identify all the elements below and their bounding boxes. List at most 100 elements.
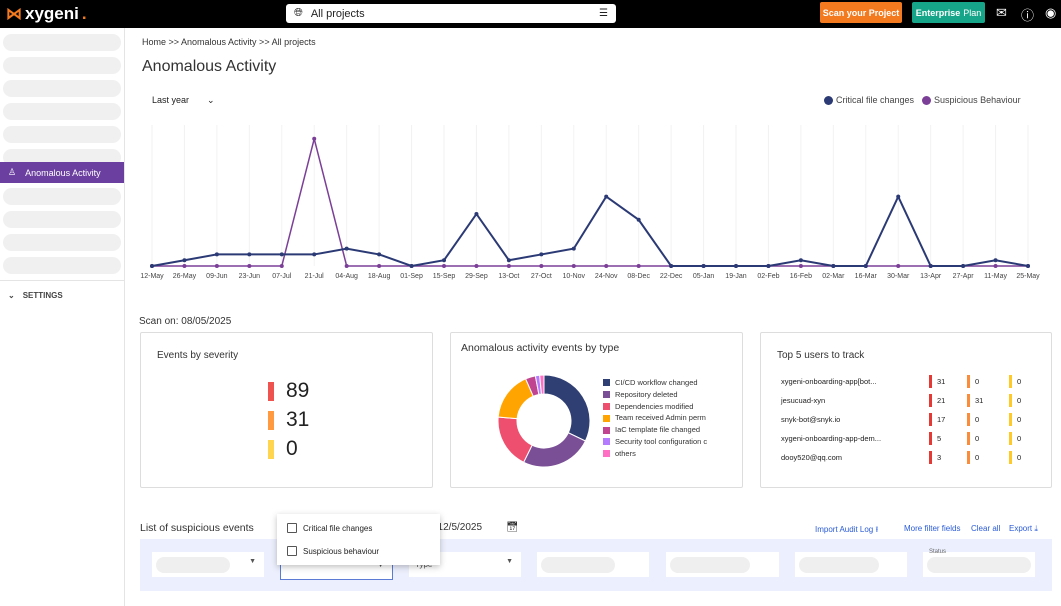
- data-point[interactable]: [798, 264, 803, 268]
- data-point[interactable]: [734, 264, 738, 268]
- data-point[interactable]: [928, 264, 933, 268]
- data-point[interactable]: [798, 258, 803, 263]
- help-icon[interactable]: ⓘ: [1021, 8, 1035, 23]
- scan-project-button[interactable]: Scan your Project: [820, 2, 902, 23]
- sidebar-item[interactable]: [3, 103, 121, 120]
- legend-item[interactable]: Repository deleted: [603, 389, 708, 401]
- data-point[interactable]: [279, 264, 284, 268]
- sidebar-item[interactable]: [3, 57, 121, 74]
- enterprise-plan-button[interactable]: Enterprise Plan: [912, 2, 985, 23]
- export-link[interactable]: Export ⤓: [1009, 524, 1038, 533]
- sidebar-item[interactable]: [3, 188, 121, 205]
- user-icon[interactable]: ◉: [1045, 5, 1057, 20]
- legend-item[interactable]: Security tool configuration c: [603, 436, 708, 448]
- donut-slice[interactable]: [497, 416, 533, 463]
- data-point[interactable]: [571, 264, 576, 268]
- data-point[interactable]: [344, 246, 349, 251]
- data-point[interactable]: [896, 264, 901, 268]
- data-point[interactable]: [636, 217, 641, 222]
- sidebar-item[interactable]: [3, 211, 121, 228]
- data-point[interactable]: [344, 264, 349, 268]
- range-select[interactable]: Last year ⌄: [152, 95, 215, 105]
- breadcrumb[interactable]: Home >> Anomalous Activity >> All projec…: [142, 37, 316, 47]
- option-suspicious-behaviour[interactable]: Suspicious behaviour: [287, 546, 379, 556]
- filter-icon[interactable]: ☰: [599, 8, 608, 19]
- data-point[interactable]: [539, 264, 544, 268]
- data-point[interactable]: [279, 252, 284, 257]
- data-point[interactable]: [247, 264, 252, 268]
- import-audit-log-link[interactable]: Import Audit Log ⭱: [815, 525, 879, 534]
- data-point[interactable]: [182, 264, 187, 268]
- legend-critical[interactable]: Critical file changes: [824, 95, 914, 106]
- data-point[interactable]: [247, 252, 252, 257]
- data-point[interactable]: [571, 246, 576, 251]
- data-point[interactable]: [604, 264, 609, 268]
- data-point[interactable]: [377, 252, 382, 257]
- sidebar-item[interactable]: [3, 34, 121, 51]
- data-point[interactable]: [474, 264, 479, 268]
- data-point[interactable]: [214, 264, 219, 268]
- user-row[interactable]: dooy520@qq.com 3 0 0: [781, 451, 1041, 465]
- user-row[interactable]: jesucuad-xyn 21 31 0: [781, 394, 1041, 408]
- data-point[interactable]: [312, 136, 317, 141]
- legend-item[interactable]: Team received Admin perm: [603, 412, 708, 424]
- data-point[interactable]: [474, 211, 479, 216]
- data-point[interactable]: [539, 252, 544, 257]
- data-point[interactable]: [214, 252, 219, 257]
- option-critical-file-changes[interactable]: Critical file changes: [287, 523, 372, 533]
- calendar-icon[interactable]: 📅︎: [506, 522, 519, 533]
- filter-field[interactable]: [537, 552, 649, 577]
- sidebar-item-anomalous-activity[interactable]: ♙ Anomalous Activity: [0, 162, 124, 183]
- data-point[interactable]: [604, 194, 609, 199]
- data-point[interactable]: [896, 194, 901, 199]
- data-point[interactable]: [506, 264, 511, 268]
- logo[interactable]: ⋈ xygeni.: [6, 4, 87, 23]
- user-row[interactable]: snyk-bot@snyk.io 17 0 0: [781, 413, 1041, 427]
- data-point[interactable]: [863, 264, 868, 268]
- filter-field[interactable]: [666, 552, 779, 577]
- user-row[interactable]: xygeni-onboarding-app[bot... 31 0 0: [781, 375, 1041, 389]
- legend-suspicious[interactable]: Suspicious Behaviour: [922, 95, 1021, 106]
- donut-slice[interactable]: [543, 374, 591, 442]
- more-filter-fields-link[interactable]: More filter fields: [904, 524, 961, 533]
- donut-slice[interactable]: [522, 432, 587, 468]
- project-selector[interactable]: 🌐︎ All projects ☰: [286, 4, 616, 23]
- checkbox[interactable]: [287, 546, 297, 556]
- data-point[interactable]: [442, 258, 446, 263]
- clear-all-link[interactable]: Clear all: [971, 524, 1001, 533]
- data-point[interactable]: [766, 264, 771, 268]
- sidebar-item[interactable]: [3, 149, 121, 166]
- mail-icon[interactable]: ✉: [996, 5, 1007, 20]
- data-point[interactable]: [701, 264, 706, 268]
- data-point[interactable]: [312, 252, 317, 257]
- sidebar-item[interactable]: [3, 257, 121, 274]
- legend-item[interactable]: IaC template file changed: [603, 424, 708, 436]
- filter-field[interactable]: [795, 552, 907, 577]
- legend-item[interactable]: CI/CD workflow changed: [603, 377, 708, 389]
- data-point[interactable]: [669, 264, 674, 268]
- sidebar-item[interactable]: [3, 234, 121, 251]
- donut-slice[interactable]: [539, 374, 545, 395]
- sidebar-item[interactable]: [3, 126, 121, 143]
- data-point[interactable]: [993, 258, 998, 263]
- date-filter[interactable]: : 12/5/2025 📅︎: [432, 522, 519, 533]
- data-point[interactable]: [831, 264, 836, 268]
- status-filter[interactable]: Status: [923, 549, 1035, 577]
- data-point[interactable]: [150, 264, 154, 268]
- data-point[interactable]: [377, 264, 382, 268]
- sidebar-item[interactable]: [3, 80, 121, 97]
- legend-item[interactable]: Dependencies modified: [603, 401, 708, 413]
- checkbox[interactable]: [287, 523, 297, 533]
- data-point[interactable]: [636, 264, 641, 268]
- data-point[interactable]: [182, 258, 187, 263]
- data-point[interactable]: [961, 264, 966, 268]
- data-point[interactable]: [993, 264, 998, 268]
- data-point[interactable]: [506, 258, 511, 263]
- data-point[interactable]: [409, 264, 414, 268]
- legend-item[interactable]: others: [603, 448, 708, 460]
- user-row[interactable]: xygeni-onboarding-app-dem... 5 0 0: [781, 432, 1041, 446]
- filter-field[interactable]: ▼: [152, 552, 264, 577]
- data-point[interactable]: [1026, 264, 1030, 268]
- data-point[interactable]: [442, 264, 446, 268]
- settings-section[interactable]: ⌄ SETTINGS: [8, 291, 63, 300]
